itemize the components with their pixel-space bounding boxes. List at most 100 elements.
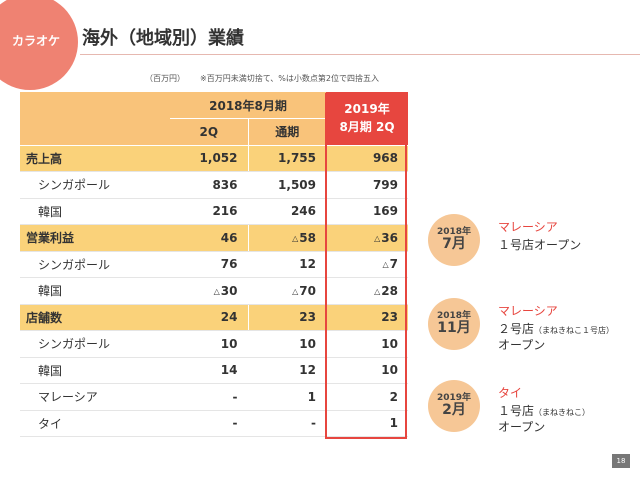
cell-2q: - — [170, 383, 249, 411]
cell-fy2019-2q: 169 — [326, 198, 408, 225]
cell-value: 36 — [381, 230, 398, 245]
event-date-circle: 2018年 11月 — [428, 298, 480, 350]
negative-marker: △ — [292, 233, 299, 243]
cell-fy2019-2q: △7 — [326, 251, 408, 278]
event-date-circle: 2019年 2月 — [428, 380, 480, 432]
event-month: 7月 — [442, 236, 466, 252]
cell-fy2019-2q: 10 — [326, 357, 408, 384]
cell-full-year: 1 — [248, 383, 326, 411]
table-row: 韓国 216 246 169 — [20, 198, 408, 225]
table-row: シンガポール 10 10 10 — [20, 330, 408, 358]
cell-2q: 76 — [170, 251, 249, 278]
cell-full-year: 12 — [248, 357, 326, 384]
cell-fy2019-2q: 10 — [326, 330, 408, 358]
row-label: 韓国 — [20, 357, 170, 384]
table-row: マレーシア - 1 2 — [20, 383, 408, 411]
event-title: タイ — [498, 386, 523, 400]
negative-marker: △ — [213, 286, 220, 296]
cell-fy2019-2q: 799 — [326, 171, 408, 199]
row-label: シンガポール — [20, 171, 170, 199]
row-label: 営業利益 — [20, 224, 170, 252]
event-detail-line2: オープン — [498, 420, 546, 434]
event-detail: １号店（まねきねこ） — [498, 402, 590, 419]
row-label: タイ — [20, 410, 170, 437]
cell-full-year: 10 — [248, 330, 326, 358]
cell-value: 28 — [381, 283, 398, 298]
cell-full-year: 1,755 — [248, 145, 326, 172]
cell-2q: 836 — [170, 171, 249, 199]
event-year: 2018年 — [436, 311, 472, 321]
cell-full-year: 23 — [248, 304, 326, 331]
cell-value: 70 — [299, 283, 316, 298]
table-header-row: 2018年8月期 2019年 8月期 2Q — [20, 92, 408, 146]
cell-2q: 14 — [170, 357, 249, 384]
row-label: 売上高 — [20, 145, 170, 172]
cell-full-year: 246 — [248, 198, 326, 225]
performance-table: 2018年8月期 2019年 8月期 2Q 2Q 通期 売上高 1,052 1,… — [20, 92, 408, 437]
event-malaysia-store-2: 2018年 11月 マレーシア ２号店（まねきねこ１号店） オープン — [428, 298, 614, 352]
table-row: 韓国 14 12 10 — [20, 357, 408, 384]
negative-marker: △ — [374, 286, 381, 296]
event-date-circle: 2018年 7月 — [428, 214, 480, 266]
table-row: 韓国 △30 △70 △28 — [20, 277, 408, 305]
cell-full-year: - — [248, 410, 326, 437]
negative-marker: △ — [382, 260, 389, 270]
cell-fy2019-2q: 1 — [326, 410, 408, 437]
row-label: シンガポール — [20, 330, 170, 358]
event-detail-line2: オープン — [498, 338, 546, 352]
table-row: シンガポール 836 1,509 799 — [20, 171, 408, 199]
page-title: 海外（地域別）業績 — [82, 28, 244, 49]
cell-fy2019-2q: 23 — [326, 304, 408, 331]
col-header-full-year: 通期 — [248, 118, 326, 146]
row-label: 店舗数 — [20, 304, 170, 331]
event-year: 2019年 — [436, 393, 472, 403]
header-fy2019-2q: 2019年 8月期 2Q — [326, 92, 408, 146]
table-row: 店舗数 24 23 23 — [20, 304, 408, 331]
rounding-note: ※百万円未満切捨て、%は小数点第2位で四捨五入 — [200, 74, 379, 83]
group-header-fy2018: 2018年8月期 — [170, 92, 326, 119]
cell-fy2019-2q: 968 — [326, 145, 408, 172]
event-year: 2018年 — [436, 227, 472, 237]
header-fy2019-year: 2019年 — [344, 102, 390, 117]
page-number: 18 — [612, 454, 630, 468]
table-row: タイ - - 1 — [20, 410, 408, 437]
event-detail: １号店オープン — [498, 236, 581, 253]
cell-fy2019-2q: 2 — [326, 383, 408, 411]
cell-2q: 46 — [170, 224, 249, 252]
table-row: 営業利益 46 △58 △36 — [20, 224, 408, 252]
title-divider — [80, 54, 640, 55]
unit-note: （百万円） — [145, 74, 185, 83]
cell-full-year: 1,509 — [248, 171, 326, 199]
section-badge-label: カラオケ — [12, 34, 61, 48]
col-header-2q: 2Q — [170, 118, 249, 146]
header-fy2019-period: 8月期 2Q — [339, 120, 395, 135]
table-subheader-row: 2Q 通期 — [20, 118, 408, 146]
cell-2q: △30 — [170, 277, 249, 305]
row-label: 韓国 — [20, 198, 170, 225]
event-month: 11月 — [437, 320, 471, 336]
cell-value: 30 — [220, 283, 238, 298]
row-label: 韓国 — [20, 277, 170, 305]
event-detail-note: （まねきねこ１号店） — [534, 326, 615, 335]
event-detail: ２号店（まねきねこ１号店） — [498, 320, 614, 337]
table-row: シンガポール 76 12 △7 — [20, 251, 408, 278]
event-detail-text: １号店 — [498, 404, 535, 418]
event-detail-note: （まねきねこ） — [534, 408, 591, 417]
cell-2q: 1,052 — [170, 145, 249, 172]
cell-full-year: △70 — [248, 277, 326, 305]
event-title: マレーシア — [498, 220, 558, 234]
cell-2q: 24 — [170, 304, 249, 331]
negative-marker: △ — [292, 286, 299, 296]
event-thailand-store-1: 2019年 2月 タイ １号店（まねきねこ） オープン — [428, 380, 590, 434]
cell-fy2019-2q: △28 — [326, 277, 408, 305]
cell-full-year: △58 — [248, 224, 326, 252]
cell-full-year: 12 — [248, 251, 326, 278]
header-corner — [20, 92, 170, 146]
cell-fy2019-2q: △36 — [326, 224, 408, 252]
cell-2q: 10 — [170, 330, 249, 358]
event-malaysia-store-1: 2018年 7月 マレーシア １号店オープン — [428, 214, 581, 266]
event-month: 2月 — [442, 402, 466, 418]
event-detail-text: １号店オープン — [498, 238, 582, 252]
negative-marker: △ — [374, 233, 381, 243]
row-label: シンガポール — [20, 251, 170, 278]
